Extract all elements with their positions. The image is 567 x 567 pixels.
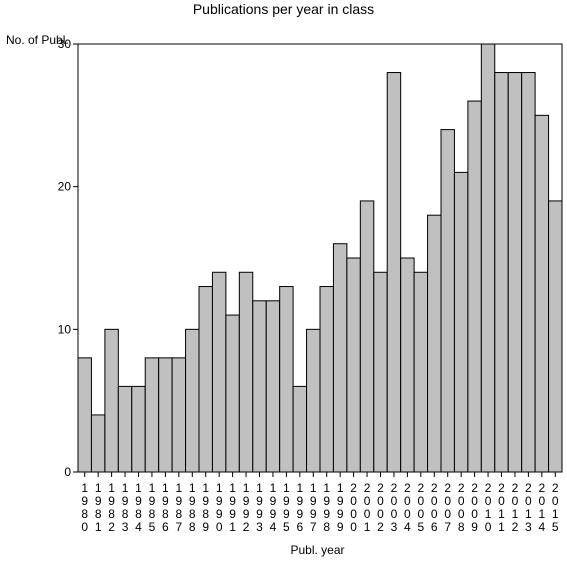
y-tick-label-30: 30 [58, 37, 72, 51]
bar-1981 [90, 414, 106, 473]
x-axis-label: Publ. year [290, 543, 345, 557]
bar-1997 [306, 328, 321, 473]
y-tick-label-20: 20 [58, 180, 72, 194]
bar-1996 [292, 385, 308, 473]
bar-2015 [548, 200, 563, 473]
bar-2005 [413, 271, 429, 473]
bar-1998 [319, 286, 334, 473]
bar-2012 [507, 72, 523, 473]
bar-2009 [467, 100, 482, 473]
y-axis-label: No. of Publ. [6, 33, 69, 47]
bar-1980 [77, 357, 92, 473]
bar-1983 [117, 385, 133, 473]
plot-frame [77, 43, 563, 473]
bar-2000 [346, 257, 361, 473]
bar-2002 [373, 271, 388, 473]
bar-1999 [332, 243, 348, 473]
y-tick-label-0: 0 [64, 465, 71, 479]
bar-1990 [211, 271, 227, 473]
bar-2008 [453, 171, 469, 473]
bar-2004 [400, 257, 415, 473]
bar-2006 [427, 214, 442, 473]
bar-1994 [265, 300, 281, 473]
bar-1988 [185, 328, 200, 473]
bar-2010 [480, 43, 496, 473]
bar-1995 [279, 286, 294, 473]
bar-1986 [158, 357, 173, 473]
y-tick-label-10: 10 [58, 322, 72, 336]
chart-title: Publications per year in class [192, 1, 375, 17]
bar-1984 [131, 385, 146, 473]
bar-2001 [359, 200, 375, 473]
bar-2007 [440, 129, 455, 473]
bar-1985 [144, 357, 160, 473]
bar-1989 [198, 286, 213, 473]
bar-1991 [225, 314, 240, 473]
bar-2014 [534, 114, 550, 473]
bar-2013 [521, 72, 536, 473]
bar-1982 [104, 328, 119, 473]
bar-1987 [171, 357, 187, 473]
bar-2011 [494, 72, 509, 473]
bar-1992 [238, 271, 254, 473]
bar-2003 [386, 72, 402, 473]
bar-1993 [252, 300, 267, 473]
